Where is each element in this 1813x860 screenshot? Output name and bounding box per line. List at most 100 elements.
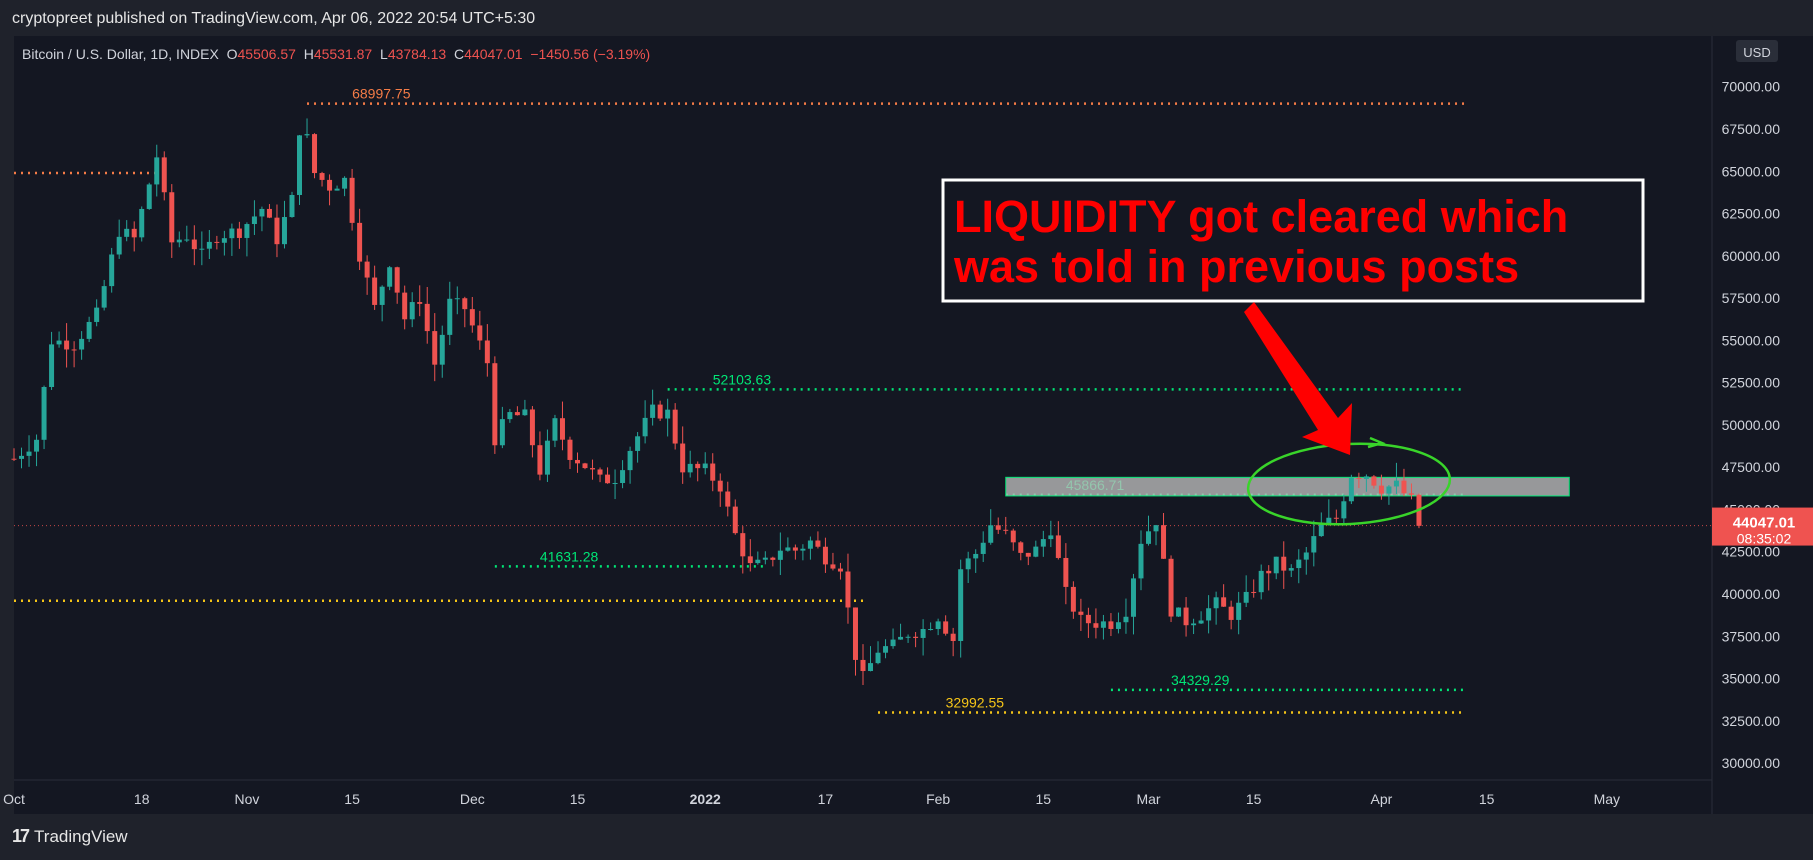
publish-info: cryptopreet published on TradingView.com…: [12, 10, 536, 27]
candle-body: [154, 157, 160, 185]
candle-body: [1123, 616, 1129, 623]
candle-body: [762, 557, 768, 560]
time-tick-label: Nov: [234, 791, 259, 807]
price-tick-label: 47500.00: [1722, 459, 1781, 475]
price-tick-label: 70000.00: [1722, 79, 1781, 95]
legend-high-value: 45531.87: [314, 46, 373, 62]
candle-body: [935, 621, 941, 629]
legend-open-label: O: [227, 46, 238, 62]
candle-body: [1258, 570, 1264, 593]
candle-body: [1153, 525, 1159, 532]
candle-body: [199, 248, 205, 250]
candle-body: [1033, 546, 1039, 557]
time-tick-label: 18: [134, 791, 150, 807]
price-axis-strip[interactable]: [1712, 36, 1813, 814]
candle-body: [627, 450, 633, 471]
candle-body: [740, 533, 746, 557]
candle-body: [868, 663, 874, 672]
candle-body: [1311, 536, 1317, 553]
candle-body: [1168, 558, 1174, 617]
candle-body: [965, 558, 971, 570]
candle-body: [807, 540, 813, 549]
price-tick-label: 35000.00: [1722, 671, 1781, 687]
candle-body: [94, 307, 100, 322]
candle-body: [229, 228, 235, 239]
tradingview-logo-icon: 17: [12, 826, 30, 846]
candle-body: [477, 325, 483, 341]
price-tick-label: 50000.00: [1722, 417, 1781, 433]
candle-body: [1273, 556, 1279, 574]
candle-body: [605, 474, 611, 484]
candle-body: [1221, 597, 1227, 607]
price-tick-label: 60000.00: [1722, 248, 1781, 264]
candle-body: [402, 292, 408, 320]
candle-body: [845, 571, 851, 608]
candle-body: [1063, 557, 1069, 587]
candle-body: [1183, 607, 1189, 626]
candle-body: [349, 177, 355, 223]
candle-body: [559, 418, 565, 440]
candle-body: [1213, 597, 1219, 609]
candle-body: [529, 409, 535, 446]
legend-close-value: 44047.01: [464, 46, 523, 62]
brand-name: TradingView: [34, 826, 128, 846]
candle-body: [334, 188, 340, 191]
candle-body: [1326, 517, 1332, 524]
candle-body: [499, 419, 505, 446]
candle-body: [214, 241, 220, 243]
candle-body: [206, 241, 212, 249]
candle-body: [1146, 531, 1152, 544]
candle-body: [86, 321, 92, 339]
candle-body: [244, 224, 250, 238]
candle-body: [650, 404, 656, 418]
candle-body: [905, 636, 911, 638]
candle-body: [304, 134, 310, 136]
pointer-arrow-icon: [1244, 302, 1352, 455]
candle-body: [109, 254, 115, 287]
candle-body: [1070, 586, 1076, 612]
candle-body: [537, 445, 543, 475]
candle-body: [432, 331, 438, 365]
candle-body: [980, 542, 986, 554]
price-tick-label: 32500.00: [1722, 713, 1781, 729]
candle-body: [958, 569, 964, 641]
candle-body: [364, 261, 370, 278]
candle-body: [522, 409, 528, 416]
candle-body: [124, 228, 130, 237]
candle-body: [973, 553, 979, 559]
footer-bar: 17 TradingView: [0, 814, 1813, 860]
candle-body: [1093, 623, 1099, 628]
candle-body: [11, 458, 17, 460]
candle-body: [552, 418, 558, 441]
time-tick-label: 2022: [690, 791, 721, 807]
time-tick-label: May: [1594, 791, 1620, 807]
candle-body: [695, 463, 701, 469]
legend-low-label: L: [380, 46, 388, 62]
candle-body: [251, 216, 257, 225]
last-price-tag: [1712, 507, 1813, 546]
candle-body: [1176, 607, 1182, 617]
tradingview-logo[interactable]: 17 TradingView: [12, 826, 128, 847]
time-tick-label: 15: [344, 791, 360, 807]
annotation-line-2: was told in previous posts: [953, 241, 1519, 292]
candle-body: [642, 417, 648, 437]
candle-body: [41, 387, 47, 440]
candle-body: [777, 550, 783, 560]
candle-body: [26, 451, 32, 456]
price-tick-label: 52500.00: [1722, 375, 1781, 391]
candle-body: [281, 217, 287, 245]
candle-body: [1266, 570, 1272, 574]
candle-body: [1318, 523, 1324, 537]
candle-body: [830, 564, 836, 569]
time-tick-label: Feb: [926, 791, 950, 807]
candle-body: [702, 463, 708, 469]
candle-body: [1108, 621, 1114, 629]
candle-body: [176, 239, 182, 243]
candle-body: [116, 236, 122, 255]
candle-body: [1078, 611, 1084, 615]
candle-body: [1386, 486, 1392, 494]
candle-body: [875, 652, 881, 664]
candle-body: [79, 338, 85, 350]
price-tick-label: 62500.00: [1722, 206, 1781, 222]
